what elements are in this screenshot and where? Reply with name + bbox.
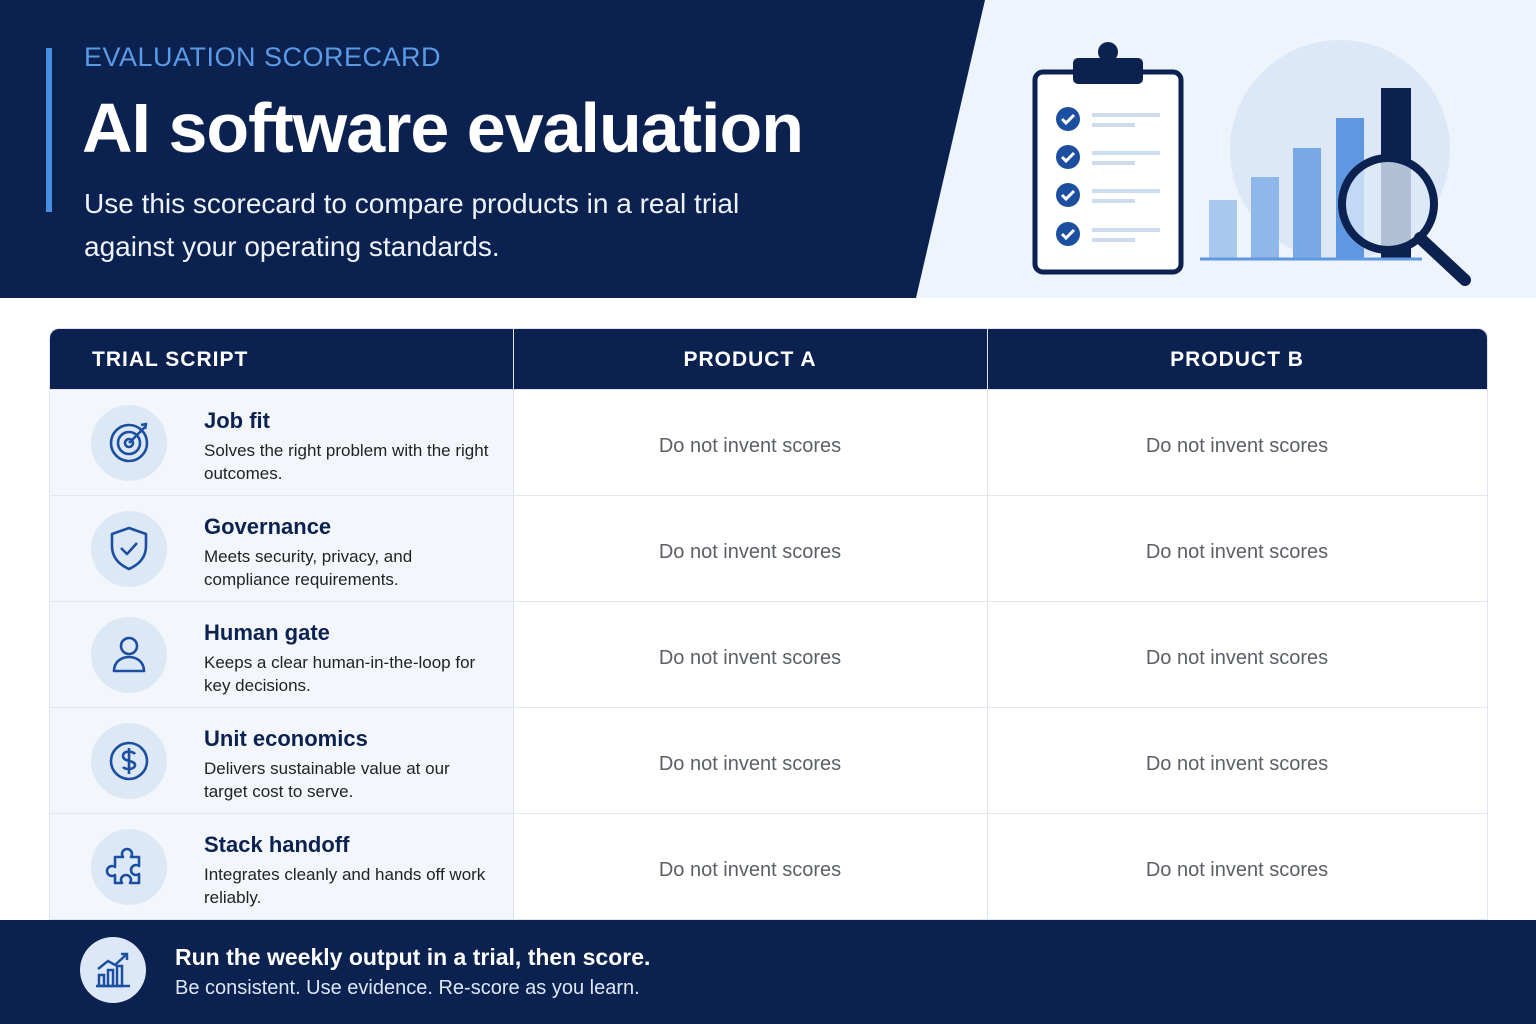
scorecard-table: TRIAL SCRIPT PRODUCT A PRODUCT B Job fit…: [49, 328, 1488, 920]
subtitle: Use this scorecard to compare products i…: [84, 188, 740, 262]
table-row: Governance Meets security, privacy, and c…: [50, 495, 1487, 602]
criterion-icon: [91, 405, 167, 481]
table-row: Human gate Keeps a clear human-in-the-loo…: [50, 601, 1487, 708]
criterion-icon: [91, 829, 167, 905]
product-b-cell: Do not invent scores: [1145, 435, 1329, 457]
criterion-icon: [91, 511, 167, 587]
criterion-cell: Job fit Solves the right problem with the…: [50, 390, 513, 496]
column-header: PRODUCT A: [683, 348, 817, 371]
accent-bar: [46, 48, 52, 212]
header-background: [0, 0, 1536, 298]
criterion-cell: Governance Meets security, privacy, and c…: [50, 496, 513, 602]
footer: [0, 920, 1536, 1024]
page-title: AI software evaluation: [82, 89, 804, 167]
product-a-cell: Do not invent scores: [658, 541, 842, 563]
criterion-title: Governance: [204, 514, 332, 539]
criterion-icon: [91, 617, 167, 693]
column-header: PRODUCT B: [1170, 348, 1304, 371]
criterion-description: Keeps a clear human-in-the-loop for key …: [204, 653, 476, 695]
product-a-cell: Do not invent scores: [658, 647, 842, 669]
column-divider: [987, 329, 988, 919]
criterion-cell: Human gate Keeps a clear human-in-the-loo…: [50, 602, 513, 708]
footer-title: Run the weekly output in a trial, then s…: [175, 944, 651, 970]
criterion-cell: Unit economics Delivers sustainable value…: [50, 708, 513, 814]
illustration: [1032, 40, 1471, 286]
table-row: Stack handoff Integrates cleanly and hand…: [50, 813, 1487, 919]
criterion-title: Unit economics: [204, 726, 368, 751]
column-header: TRIAL SCRIPT: [92, 348, 249, 371]
column-divider: [513, 329, 514, 919]
criterion-description: Solves the right problem with the right …: [204, 441, 489, 483]
criterion-description: Integrates cleanly and hands off work re…: [204, 865, 486, 907]
criterion-title: Job fit: [204, 408, 270, 433]
product-a-cell: Do not invent scores: [658, 753, 842, 775]
product-a-cell: Do not invent scores: [658, 435, 842, 457]
product-b-cell: Do not invent scores: [1145, 859, 1329, 881]
table-row: Unit economics Delivers sustainable value…: [50, 707, 1487, 814]
eyebrow: EVALUATION SCORECARD: [84, 42, 442, 72]
footer-icon: [80, 937, 146, 1003]
table-row: Job fit Solves the right problem with the…: [50, 389, 1487, 496]
table-header: TRIAL SCRIPT PRODUCT A PRODUCT B: [50, 329, 1487, 389]
criterion-icon: [91, 723, 167, 799]
footer-subtitle: Be consistent. Use evidence. Re-score as…: [175, 977, 640, 999]
criterion-description: Meets security, privacy, and compliance …: [204, 547, 413, 589]
criterion-cell: Stack handoff Integrates cleanly and hand…: [50, 814, 513, 919]
criterion-description: Delivers sustainable value at our target…: [204, 759, 450, 801]
product-b-cell: Do not invent scores: [1145, 753, 1329, 775]
product-b-cell: Do not invent scores: [1145, 647, 1329, 669]
product-b-cell: Do not invent scores: [1145, 541, 1329, 563]
criterion-title: Stack handoff: [204, 832, 350, 857]
product-a-cell: Do not invent scores: [658, 859, 842, 881]
criterion-title: Human gate: [204, 620, 330, 645]
